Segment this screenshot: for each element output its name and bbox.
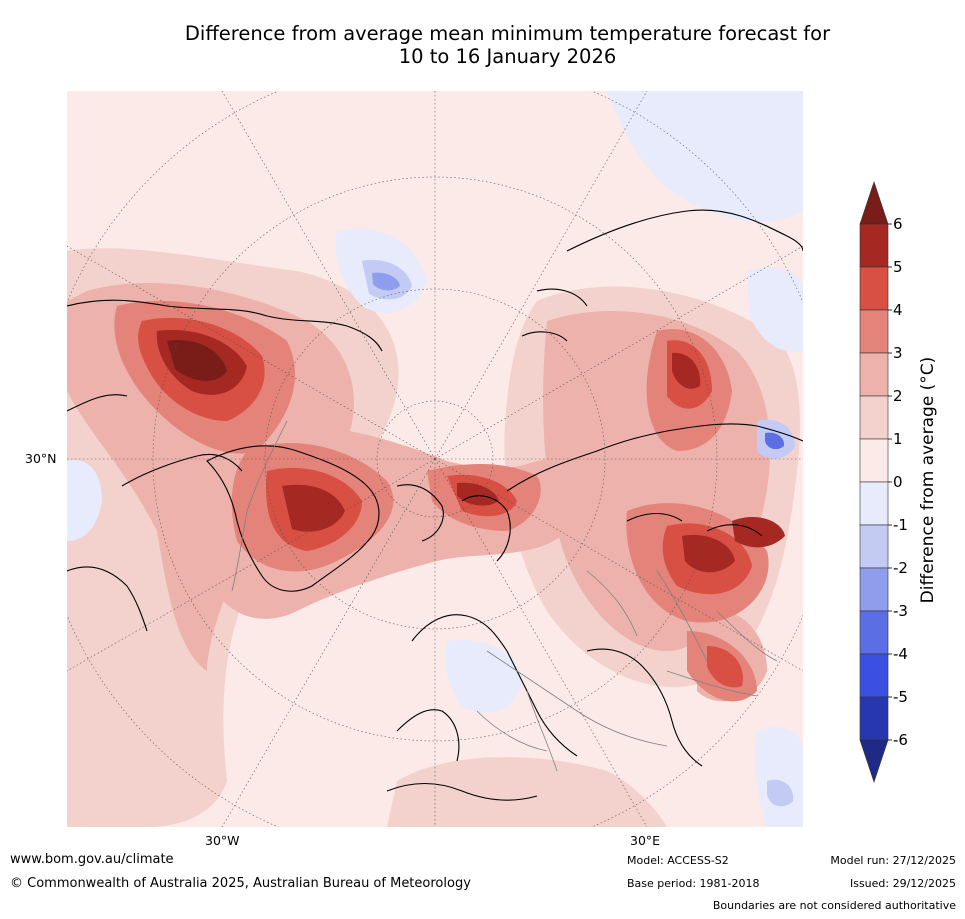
base-period-text: Base period: 1981-2018 <box>627 877 760 890</box>
colorbar-tick-label: -3 <box>893 602 908 620</box>
longitude-label-30e: 30°E <box>630 833 661 848</box>
anomaly-region-plus1-south <box>387 757 667 827</box>
longitude-label-30w: 30°W <box>205 833 240 848</box>
model-run-text: Model run: 27/12/2025 <box>830 854 956 867</box>
colorbar-tick-label: -1 <box>893 516 908 534</box>
anomaly-region-plus5-greenland <box>282 484 345 532</box>
chart-title: Difference from average mean minimum tem… <box>0 22 965 68</box>
anomaly-region-minus3-east <box>765 432 785 450</box>
colorbar-tick-label: -4 <box>893 645 908 663</box>
forecast-map <box>67 91 803 827</box>
model-text: Model: ACCESS-S2 <box>627 854 729 867</box>
anomaly-region-plus5-barents <box>457 482 499 506</box>
colorbar-ticks: 6 5 4 3 2 1 0 -1 -2 -3 -4 -5 -6 <box>888 215 908 749</box>
colorbar-arrow-above <box>859 181 889 225</box>
coastlines <box>67 209 803 801</box>
colorbar-segment <box>859 223 889 268</box>
colorbar-tick-label: 1 <box>893 430 903 448</box>
colorbar-tick-label: 4 <box>893 301 903 319</box>
title-line-2: 10 to 16 January 2026 <box>398 45 617 68</box>
colorbar-tick-label: -6 <box>893 731 908 749</box>
anomaly-region-minus2-southeast <box>767 779 794 807</box>
colorbar-title: Difference from average (°C) <box>918 356 938 604</box>
colorbar-segment <box>859 352 889 397</box>
colorbar-segment <box>859 438 889 483</box>
country-boundaries <box>231 420 778 772</box>
anomaly-region-plus5-siberia <box>672 352 701 389</box>
colorbar-segments <box>859 181 889 783</box>
colorbar-segment <box>859 481 889 526</box>
colorbar-tick-label: 3 <box>893 344 903 362</box>
colorbar-tick-label: -5 <box>893 688 908 706</box>
disclaimer-text: Boundaries are not considered authoritat… <box>712 899 956 912</box>
anomaly-region-minus3-greenland-sea <box>372 272 400 291</box>
anomaly-region-plus4-south <box>707 646 743 688</box>
colorbar-tick-label: 0 <box>893 473 903 491</box>
title-line-1: Difference from average mean minimum tem… <box>184 22 831 45</box>
graticule <box>67 91 803 827</box>
colorbar: 6 5 4 3 2 1 0 -1 -2 -3 -4 -5 -6 <box>859 181 908 783</box>
anomaly-region-plus6-canada <box>167 340 227 381</box>
colorbar-segment <box>859 524 889 569</box>
colorbar-segment <box>859 266 889 311</box>
website-text: www.bom.gov.au/climate <box>10 852 174 867</box>
colorbar-arrow-below <box>859 739 889 783</box>
anomaly-region-minus1-north <box>607 91 803 222</box>
colorbar-segment <box>859 696 889 741</box>
anomaly-region-minus1-east <box>747 267 803 352</box>
anomaly-region-plus5-east <box>732 516 785 548</box>
colorbar-segment <box>859 567 889 612</box>
colorbar-tick-label: 2 <box>893 387 903 405</box>
copyright-text: © Commonwealth of Australia 2025, Austra… <box>10 876 471 891</box>
colorbar-tick-label: 6 <box>893 215 903 233</box>
anomaly-region-minus1-europe <box>445 640 522 713</box>
colorbar-segment <box>859 653 889 698</box>
colorbar-segment <box>859 309 889 354</box>
colorbar-segment <box>859 395 889 440</box>
colorbar-tick-label: 5 <box>893 258 903 276</box>
latitude-label-30n: 30°N <box>25 451 57 466</box>
anomaly-region-plus5-central <box>682 534 735 573</box>
anomaly-region-minus1-west <box>67 460 102 541</box>
issued-text: Issued: 29/12/2025 <box>849 877 956 890</box>
anomaly-region-minus1-southeast <box>755 727 803 827</box>
colorbar-segment <box>859 610 889 655</box>
colorbar-tick-label: -2 <box>893 559 908 577</box>
